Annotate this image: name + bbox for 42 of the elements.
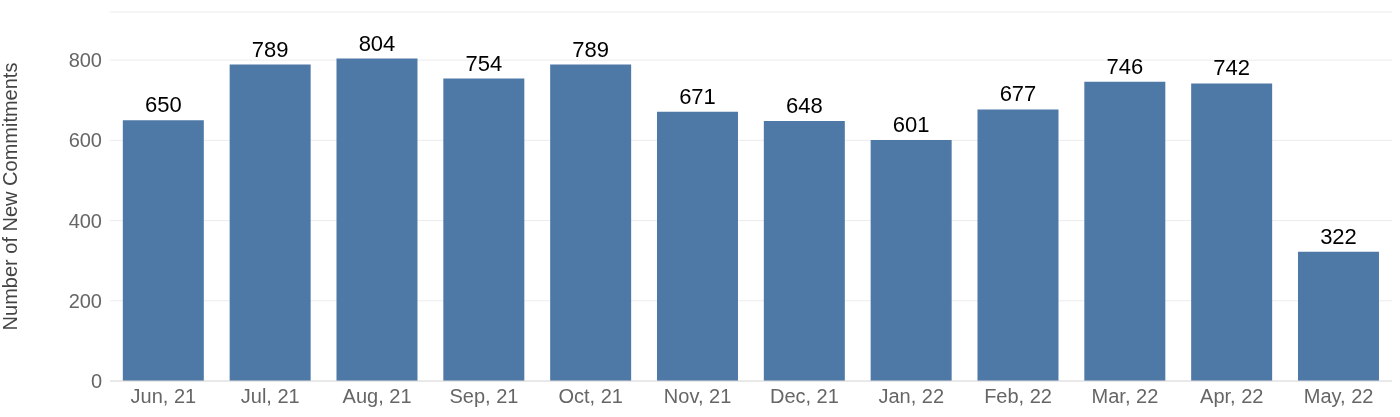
y-tick-label: 0 [90, 370, 102, 393]
bar [1191, 83, 1273, 381]
x-tick-label: Sep, 21 [449, 385, 519, 408]
bar [870, 139, 952, 381]
bar [1084, 81, 1166, 381]
x-tick-label: Nov, 21 [663, 385, 732, 408]
x-tick-label: Apr, 22 [1200, 385, 1264, 408]
data-label: 742 [1213, 55, 1251, 81]
data-label: 650 [144, 92, 182, 118]
data-label: 789 [572, 36, 610, 62]
x-tick-label: Mar, 22 [1091, 385, 1159, 408]
bar [443, 78, 525, 381]
data-label: 648 [785, 93, 823, 119]
y-tick-label: 200 [68, 289, 102, 312]
x-tick-label: Dec, 21 [769, 385, 839, 408]
bar [550, 64, 632, 381]
data-label: 677 [999, 81, 1037, 107]
bar [977, 109, 1059, 381]
x-tick-label: Jun, 21 [130, 385, 197, 408]
data-label: 746 [1106, 53, 1144, 79]
bar [1297, 251, 1379, 381]
y-tick-label: 400 [68, 209, 102, 232]
x-tick-label: Feb, 22 [984, 385, 1052, 408]
x-tick-label: Jul, 21 [240, 385, 300, 408]
data-label: 601 [892, 111, 930, 137]
bar [122, 120, 204, 381]
data-label: 671 [679, 83, 716, 109]
bar [336, 58, 418, 381]
data-label: 789 [251, 36, 289, 62]
y-tick-label: 800 [68, 49, 102, 72]
data-label: 322 [1320, 223, 1357, 249]
x-tick-label: Jan, 22 [878, 385, 945, 408]
data-label: 804 [358, 30, 396, 56]
bar [229, 64, 311, 381]
x-tick-label: Aug, 21 [342, 385, 412, 408]
y-axis-title: Number of New Commitments [0, 62, 22, 331]
data-label: 754 [465, 50, 503, 76]
y-tick-label: 600 [68, 129, 102, 152]
x-tick-label: Oct, 21 [558, 385, 623, 408]
x-tick-label: May, 22 [1303, 385, 1374, 408]
bar [656, 111, 738, 381]
bar [763, 121, 845, 381]
